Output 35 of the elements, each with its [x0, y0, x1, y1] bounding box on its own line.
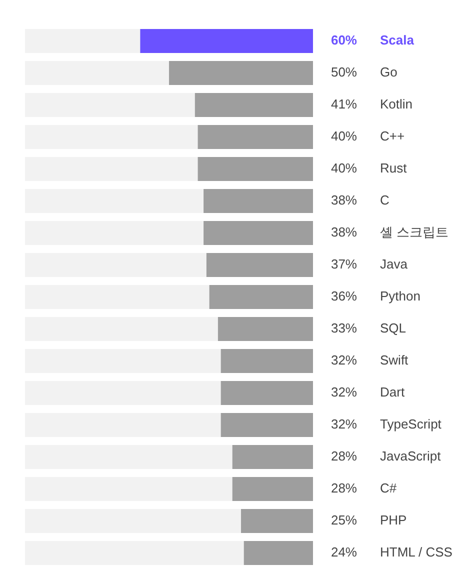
data-label: 24%: [330, 544, 358, 560]
data-label: 28%: [330, 448, 358, 464]
y-tick-label: PHP: [380, 512, 407, 528]
data-label: 36%: [330, 288, 358, 304]
data-label: 41%: [330, 96, 358, 112]
y-tick-label: SQL: [380, 320, 406, 336]
bar: [244, 541, 313, 565]
data-label: 25%: [330, 512, 358, 528]
data-label: 32%: [330, 352, 358, 368]
data-label: 40%: [330, 128, 358, 144]
y-tick-label: Kotlin: [380, 96, 413, 112]
y-tick-label: HTML / CSS: [380, 544, 453, 560]
y-tick-label: Dart: [380, 384, 405, 400]
data-label: 60%: [330, 32, 358, 48]
y-tick-label: Rust: [380, 160, 408, 176]
data-label: 50%: [330, 64, 358, 80]
y-tick-label: Go: [380, 64, 398, 80]
y-tick-label: C: [380, 192, 390, 208]
data-label: 32%: [330, 416, 358, 432]
y-tick-label: Python: [380, 288, 420, 304]
data-label: 37%: [330, 256, 358, 272]
data-label: 28%: [330, 480, 358, 496]
y-tick-label: 셸 스크립트: [380, 224, 449, 240]
y-tick-label: Swift: [380, 352, 409, 368]
y-tick-label: C#: [380, 480, 398, 496]
data-label: 33%: [330, 320, 358, 336]
y-tick-label: Java: [380, 256, 408, 272]
y-tick-label: TypeScript: [380, 416, 442, 432]
data-label: 32%: [330, 384, 358, 400]
data-label: 40%: [330, 160, 358, 176]
y-tick-label: Scala: [380, 32, 415, 48]
y-tick-label: C++: [380, 128, 405, 144]
y-tick-label: JavaScript: [380, 448, 442, 464]
data-label: 38%: [330, 192, 358, 208]
data-label: 38%: [330, 224, 358, 240]
